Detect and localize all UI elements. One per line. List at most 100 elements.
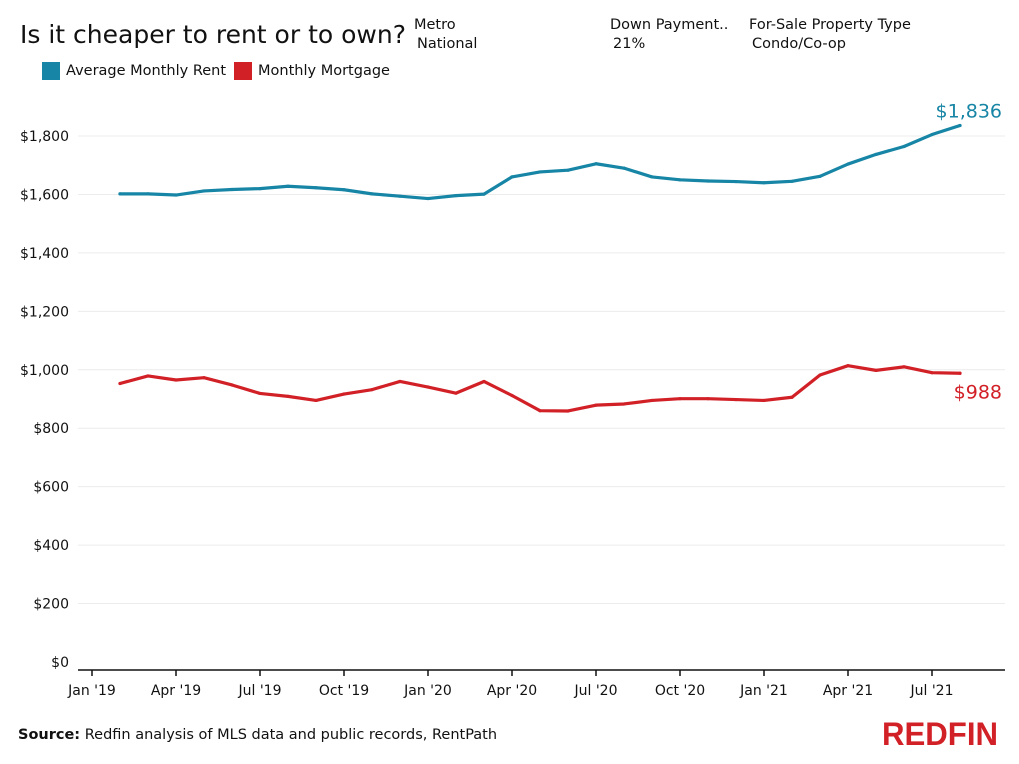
chart-legend: Average Monthly Rent Monthly Mortgage: [42, 62, 398, 80]
filter-down-payment-value: 21%: [613, 36, 646, 52]
rent-data-point: [846, 162, 850, 166]
mortgage-data-point: [958, 371, 962, 375]
mortgage-data-point: [230, 383, 234, 387]
mortgage-data-point: [706, 397, 710, 401]
rent-data-point: [510, 175, 514, 179]
filter-property-type-value: Condo/Co-op: [752, 36, 846, 52]
y-tick-label: $400: [33, 538, 69, 554]
mortgage-data-point: [118, 381, 122, 386]
rent-data-point: [258, 187, 262, 191]
rent-data-point: [706, 179, 710, 183]
mortgage-data-point: [426, 385, 430, 389]
legend-item-rent[interactable]: Average Monthly Rent: [42, 62, 226, 80]
mortgage-data-point: [398, 379, 402, 384]
y-tick-label: $1,200: [20, 304, 69, 320]
y-tick-label: $0: [51, 655, 69, 671]
mortgage-data-point: [622, 402, 626, 406]
rent-data-point: [426, 196, 430, 201]
x-tick-label: Apr '19: [151, 683, 201, 699]
y-tick-label: $1,000: [20, 363, 69, 379]
x-tick-label: Jan '21: [739, 683, 788, 699]
mortgage-data-point: [902, 365, 906, 369]
filter-property-type-label: For-Sale Property Type: [749, 17, 911, 33]
line-chart: $0 $200 $400 $600 $800 $1,000 $1,200 $1,400 $1,6…: [20, 100, 1005, 699]
svg-text:REDFIN: REDFIN: [882, 716, 998, 750]
legend-label-mortgage: Monthly Mortgage: [258, 63, 390, 79]
x-tick-label: Apr '21: [823, 683, 873, 699]
rent-data-point: [762, 181, 766, 185]
mortgage-data-point: [314, 398, 318, 403]
mortgage-series-line: [118, 364, 962, 413]
mortgage-data-point: [258, 391, 262, 396]
filter-down-payment[interactable]: Down Payment.. 21%: [610, 16, 728, 54]
y-tick-label: $1,800: [20, 129, 69, 145]
source-note: Source: Redfin analysis of MLS data and …: [18, 727, 497, 743]
rent-data-point: [902, 144, 906, 149]
mortgage-data-point: [930, 371, 934, 375]
rent-data-point: [790, 179, 794, 183]
mortgage-data-point: [594, 403, 598, 407]
rent-data-point: [930, 132, 934, 137]
legend-swatch-rent: [42, 62, 60, 80]
rent-data-point: [370, 192, 374, 196]
rent-data-point: [314, 186, 318, 190]
x-tick-label: Jan '20: [403, 683, 452, 699]
x-tick-label: Jan '19: [67, 683, 116, 699]
mortgage-data-point: [510, 393, 514, 398]
mortgage-data-point: [846, 364, 850, 368]
filter-metro[interactable]: Metro National: [414, 16, 477, 54]
x-tick-label: Jul '20: [573, 683, 617, 699]
rent-data-point: [118, 192, 122, 196]
mortgage-data-point: [342, 392, 346, 396]
rent-data-point: [958, 123, 962, 128]
mortgage-data-point: [174, 378, 178, 382]
rent-data-point: [230, 187, 234, 192]
filter-metro-label: Metro: [414, 17, 456, 33]
rent-data-point: [174, 193, 178, 197]
source-text: Redfin analysis of MLS data and public r…: [84, 727, 498, 743]
mortgage-data-point: [734, 397, 738, 402]
mortgage-end-label: $988: [954, 381, 1002, 403]
rent-data-point: [594, 162, 598, 166]
mortgage-data-point: [790, 395, 794, 399]
mortgage-data-point: [650, 398, 654, 403]
y-tick-label: $1,400: [20, 246, 69, 262]
mortgage-data-point: [566, 409, 570, 413]
filter-property-type[interactable]: For-Sale Property Type Condo/Co-op: [749, 16, 911, 54]
redfin-logo[interactable]: REDFIN: [881, 714, 999, 750]
mortgage-data-point: [370, 388, 374, 392]
rent-data-point: [874, 152, 878, 157]
chart-title: Is it cheaper to rent or to own?: [20, 20, 406, 49]
x-tick-label: Jul '21: [909, 683, 953, 699]
legend-item-mortgage[interactable]: Monthly Mortgage: [234, 62, 390, 80]
x-tick-label: Oct '20: [655, 683, 705, 699]
source-label: Source:: [18, 727, 81, 743]
rent-data-point: [286, 184, 290, 188]
rent-data-point: [146, 192, 150, 196]
mortgage-data-point: [874, 368, 878, 372]
legend-swatch-mortgage: [234, 62, 253, 80]
mortgage-data-point: [146, 374, 150, 378]
rent-data-point: [398, 194, 402, 198]
rent-data-point: [818, 174, 822, 178]
rent-data-point: [482, 192, 486, 196]
rent-data-point: [454, 194, 458, 198]
mortgage-data-point: [818, 373, 822, 377]
rent-data-point: [734, 179, 738, 184]
legend-label-rent: Average Monthly Rent: [66, 63, 227, 79]
y-tick-label: $1,600: [20, 187, 69, 203]
rent-end-label: $1,836: [936, 100, 1002, 122]
y-tick-label: $200: [33, 597, 69, 613]
mortgage-data-point: [454, 391, 458, 395]
mortgage-data-point: [482, 379, 486, 384]
x-tick-label: Jul '19: [237, 683, 281, 699]
mortgage-data-point: [678, 397, 682, 401]
filter-down-payment-label: Down Payment..: [610, 17, 729, 33]
y-tick-label: $600: [33, 480, 69, 496]
x-tick-label: Oct '19: [319, 683, 369, 699]
rent-data-point: [538, 170, 542, 174]
x-tick-label: Apr '20: [487, 683, 537, 699]
filter-metro-value: National: [417, 36, 478, 52]
rent-data-point: [342, 188, 346, 192]
rent-data-point: [622, 166, 626, 170]
